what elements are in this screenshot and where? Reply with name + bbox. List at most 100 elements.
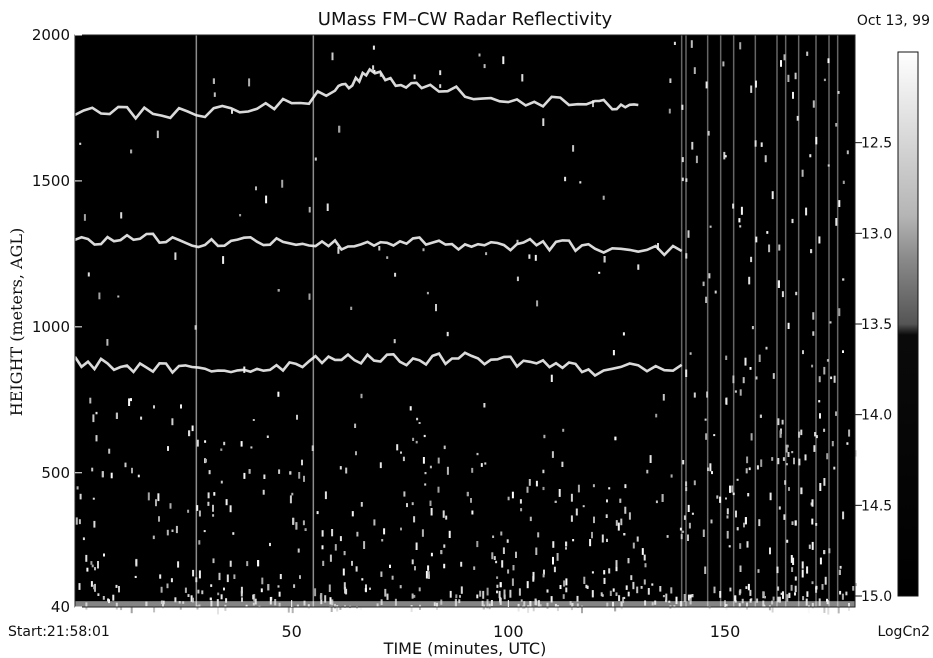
reflectivity-speckle xyxy=(739,389,742,396)
reflectivity-speckle xyxy=(624,506,627,514)
reflectivity-speckle xyxy=(135,559,138,566)
reflectivity-speckle xyxy=(478,53,481,57)
reflectivity-speckle xyxy=(818,400,821,403)
reflectivity-speckle xyxy=(714,290,717,294)
reflectivity-speckle xyxy=(579,181,582,184)
reflectivity-speckle xyxy=(277,289,280,292)
reflectivity-speckle xyxy=(732,203,735,209)
reflectivity-speckle xyxy=(502,547,505,554)
reflectivity-speckle xyxy=(693,67,696,74)
reflectivity-speckle xyxy=(570,605,573,611)
reflectivity-speckle xyxy=(739,42,742,50)
reflectivity-speckle xyxy=(212,78,215,84)
reflectivity-speckle xyxy=(846,150,849,155)
reflectivity-speckle xyxy=(175,525,178,534)
reflectivity-speckle xyxy=(292,517,295,525)
reflectivity-speckle xyxy=(750,256,753,263)
reflectivity-speckle xyxy=(683,515,686,520)
reflectivity-speckle xyxy=(581,605,583,614)
colorbar-tick-label: 13.0 xyxy=(861,226,892,242)
reflectivity-speckle xyxy=(688,522,691,529)
reflectivity-speckle xyxy=(837,91,840,94)
reflectivity-speckle xyxy=(707,130,710,136)
reflectivity-speckle xyxy=(528,254,531,259)
reflectivity-speckle xyxy=(606,499,608,503)
reflectivity-speckle xyxy=(665,593,668,602)
reflectivity-speckle xyxy=(781,291,784,298)
start-label: Start:21:58:01 xyxy=(8,624,110,640)
reflectivity-speckle xyxy=(337,247,340,254)
reflectivity-speckle xyxy=(818,236,821,244)
date-label: Oct 13, 99 xyxy=(857,13,930,29)
reflectivity-layer xyxy=(73,351,683,378)
reflectivity-speckle xyxy=(771,457,774,461)
reflectivity-speckle xyxy=(691,512,694,515)
reflectivity-speckle xyxy=(482,590,485,599)
reflectivity-speckle xyxy=(429,465,432,469)
reflectivity-speckle xyxy=(372,45,375,50)
reflectivity-speckle xyxy=(791,451,794,454)
reflectivity-speckle xyxy=(680,534,683,540)
reflectivity-speckle xyxy=(685,369,688,377)
reflectivity-speckle xyxy=(210,584,213,587)
reflectivity-speckle xyxy=(381,539,384,542)
reflectivity-speckle xyxy=(561,461,564,467)
reflectivity-speckle xyxy=(641,548,644,555)
reflectivity-speckle xyxy=(675,596,678,605)
reflectivity-speckle xyxy=(842,511,845,520)
colorbar-tick-label: 15.0 xyxy=(861,589,892,605)
reflectivity-speckle xyxy=(289,495,292,504)
reflectivity-speckle xyxy=(722,61,725,67)
reflectivity-speckle xyxy=(427,571,430,579)
reflectivity-speckle xyxy=(396,444,399,451)
reflectivity-speckle xyxy=(500,531,503,536)
reflectivity-speckle xyxy=(248,469,251,474)
reflectivity-speckle xyxy=(476,594,479,599)
reflectivity-speckle xyxy=(788,487,790,491)
reflectivity-speckle xyxy=(550,374,553,382)
reflectivity-speckle xyxy=(166,583,169,589)
reflectivity-speckle xyxy=(618,595,621,602)
reflectivity-speckle xyxy=(769,547,771,555)
reflectivity-speckle xyxy=(735,510,737,518)
reflectivity-speckle xyxy=(437,486,440,493)
reflectivity-speckle xyxy=(356,531,359,537)
reflectivity-speckle xyxy=(131,467,133,474)
reflectivity-speckle xyxy=(233,574,236,579)
reflectivity-speckle xyxy=(424,472,427,475)
reflectivity-speckle xyxy=(838,569,841,575)
reflectivity-speckle xyxy=(402,456,405,462)
reflectivity-speckle xyxy=(598,271,601,274)
reflectivity-speckle xyxy=(543,434,546,439)
reflectivity-speckle xyxy=(473,566,476,570)
reflectivity-speckle xyxy=(380,571,383,577)
reflectivity-speckle xyxy=(622,332,625,336)
reflectivity-speckle xyxy=(517,603,520,612)
reflectivity-speckle xyxy=(90,581,93,587)
reflectivity-speckle xyxy=(213,492,216,496)
reflectivity-speckle xyxy=(293,584,296,588)
reflectivity-speckle xyxy=(750,85,753,93)
reflectivity-speckle xyxy=(439,70,442,76)
reflectivity-speckle xyxy=(716,495,719,499)
reflectivity-speckle xyxy=(681,104,684,110)
reflectivity-speckle xyxy=(416,417,419,421)
reflectivity-speckle xyxy=(295,522,298,530)
reflectivity-speckle xyxy=(324,491,327,500)
reflectivity-speckle xyxy=(532,571,535,580)
reflectivity-speckle xyxy=(437,457,440,464)
reflectivity-field xyxy=(75,40,857,615)
reflectivity-speckle xyxy=(217,592,220,596)
reflectivity-speckle xyxy=(711,471,713,475)
reflectivity-speckle xyxy=(267,584,270,591)
reflectivity-speckle xyxy=(543,569,545,575)
reflectivity-speckle xyxy=(741,598,744,604)
colorbar-tick-label: 14.0 xyxy=(861,408,892,424)
reflectivity-speckle xyxy=(322,560,325,566)
reflectivity-speckle xyxy=(503,589,506,598)
reflectivity-speckle xyxy=(787,452,790,457)
reflectivity-speckle xyxy=(92,497,95,500)
reflectivity-speckle xyxy=(848,429,851,437)
reflectivity-speckle xyxy=(223,441,226,446)
reflectivity-speckle xyxy=(705,81,708,89)
